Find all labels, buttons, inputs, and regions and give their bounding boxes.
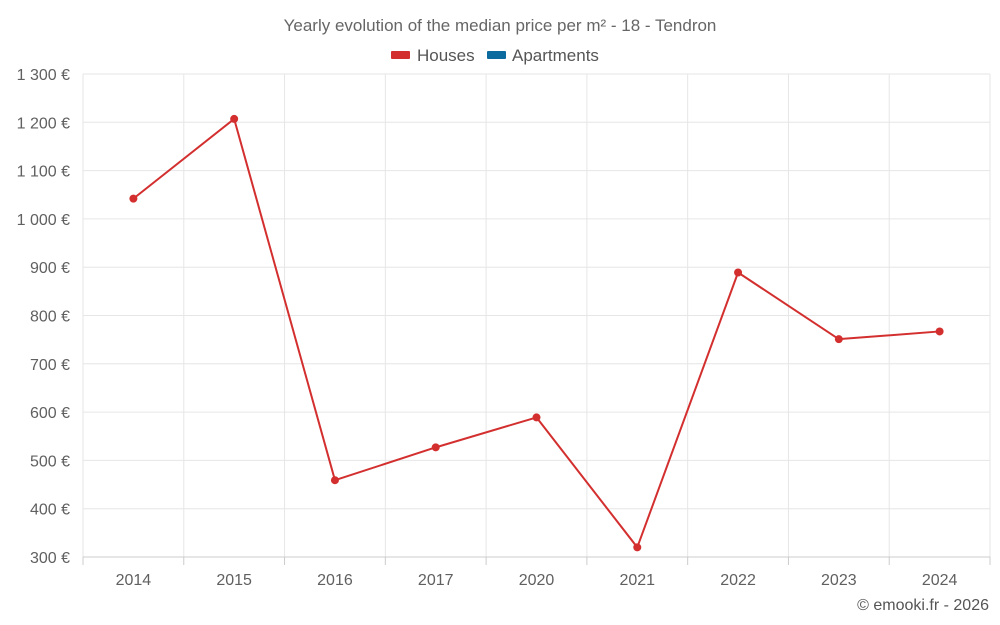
x-tick-label: 2015 xyxy=(216,572,252,589)
x-tick-label: 2024 xyxy=(922,572,958,589)
x-tick-label: 2017 xyxy=(418,572,454,589)
legend: Houses Apartments xyxy=(391,46,599,65)
y-tick-label: 500 € xyxy=(30,453,70,470)
legend-item-apartments[interactable]: Apartments xyxy=(487,46,599,65)
y-tick-label: 600 € xyxy=(30,405,70,422)
data-point[interactable] xyxy=(330,476,339,485)
x-tick-label: 2014 xyxy=(116,572,152,589)
y-tick-label: 1 000 € xyxy=(17,212,70,229)
legend-label-houses: Houses xyxy=(417,46,475,65)
data-point[interactable] xyxy=(532,413,541,422)
data-point[interactable] xyxy=(633,543,642,552)
y-axis: 300 € 400 € 500 € 600 € 700 € 800 € 900 € 1 000… xyxy=(17,67,70,567)
y-tick-label: 800 € xyxy=(30,309,70,326)
data-point[interactable] xyxy=(935,327,944,336)
series-line-houses xyxy=(132,117,940,549)
plot-area xyxy=(129,114,944,552)
credit-text: © emooki.fr - 2026 xyxy=(857,597,989,614)
y-tick-label: 700 € xyxy=(30,357,70,374)
data-point[interactable] xyxy=(129,194,138,203)
legend-item-houses[interactable]: Houses xyxy=(391,46,475,65)
data-point[interactable] xyxy=(230,114,239,123)
x-tick-label: 2023 xyxy=(821,572,857,589)
x-gridlines xyxy=(82,74,991,557)
y-tick-label: 1 200 € xyxy=(17,115,70,132)
y-tick-label: 1 300 € xyxy=(17,67,70,84)
chart-title: Yearly evolution of the median price per… xyxy=(284,16,717,35)
data-point[interactable] xyxy=(431,443,440,452)
legend-swatch-apartments xyxy=(487,51,506,59)
x-tick-label: 2016 xyxy=(317,572,353,589)
data-point[interactable] xyxy=(734,268,743,277)
y-tick-label: 300 € xyxy=(30,550,70,567)
legend-swatch-houses xyxy=(391,51,410,59)
y-tick-label: 400 € xyxy=(30,502,70,519)
x-tick-label: 2021 xyxy=(619,572,655,589)
legend-label-apartments: Apartments xyxy=(512,46,599,65)
x-axis: 2014 2015 2016 2017 2020 2021 2022 2023 2024 xyxy=(82,556,991,589)
x-tick-label: 2022 xyxy=(720,572,756,589)
y-tick-label: 1 100 € xyxy=(17,164,70,181)
x-tick-label: 2020 xyxy=(519,572,555,589)
y-tick-label: 900 € xyxy=(30,260,70,277)
data-point[interactable] xyxy=(834,335,843,344)
y-gridlines xyxy=(83,73,990,510)
